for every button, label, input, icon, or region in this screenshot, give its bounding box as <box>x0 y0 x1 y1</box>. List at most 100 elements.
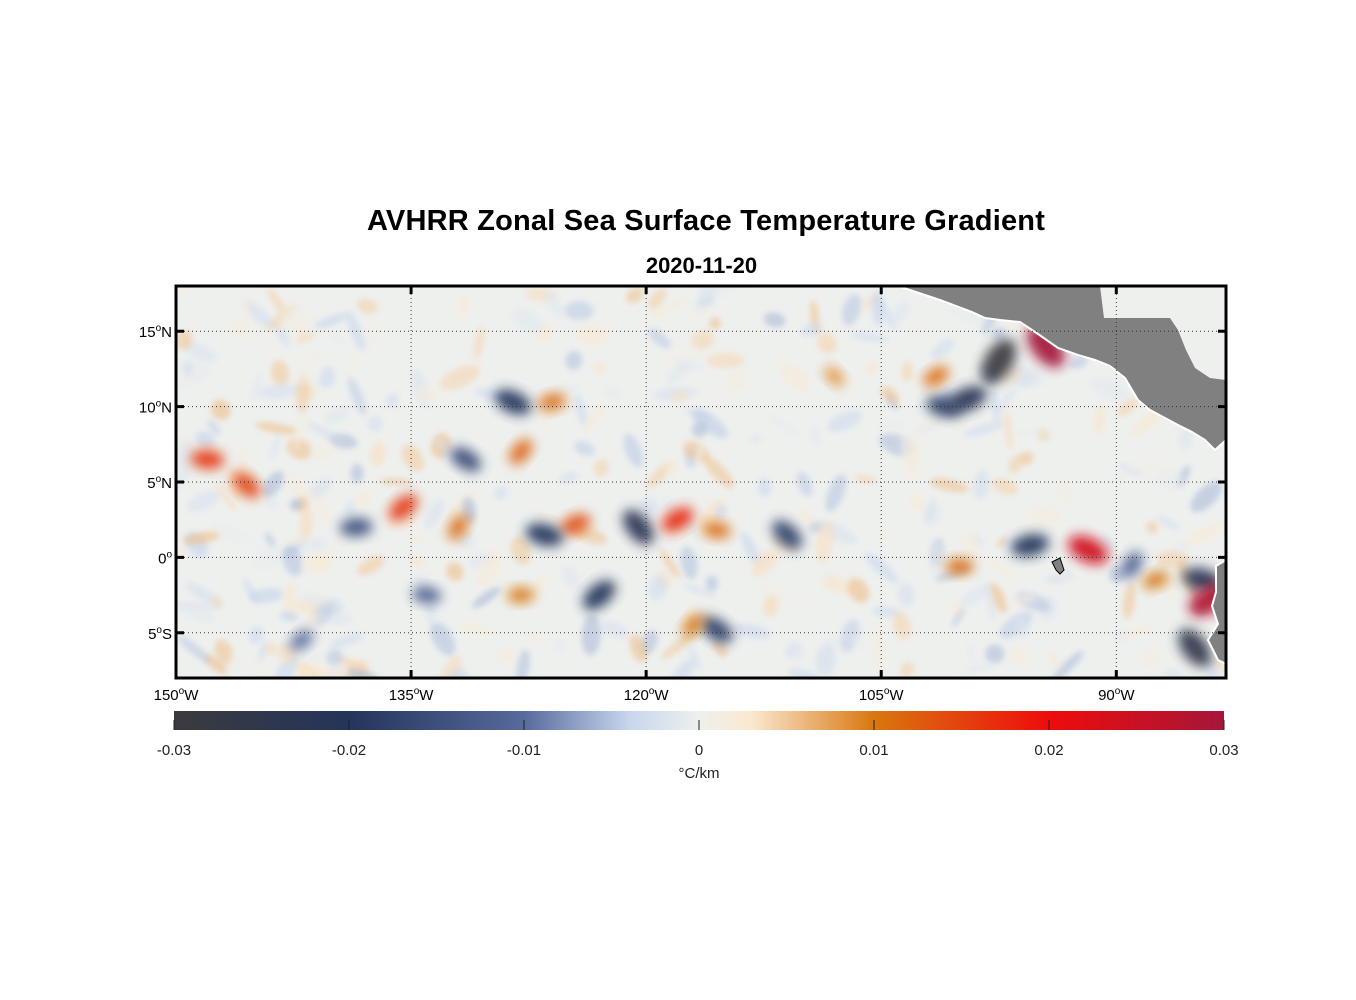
warm-gradient-feature <box>507 587 535 603</box>
gradient-texture-blob <box>1140 648 1159 669</box>
gradient-texture-blob <box>762 595 779 617</box>
gradient-texture-blob <box>525 631 541 643</box>
gradient-texture-blob <box>207 419 221 436</box>
gradient-texture-blob <box>297 302 318 336</box>
x-tick-label: 135oW <box>389 686 435 704</box>
gradient-texture-blob <box>412 573 432 590</box>
gradient-texture-blob <box>408 532 424 546</box>
gradient-texture-blob <box>251 373 262 402</box>
warm-gradient-feature <box>945 558 974 575</box>
x-tick-label: 105oW <box>859 686 905 704</box>
gradient-texture-blob <box>326 329 334 350</box>
gradient-texture-blob <box>270 360 290 385</box>
gradient-texture-blob <box>955 420 967 434</box>
gradient-texture-blob <box>587 567 600 577</box>
y-tick-label: 5oN <box>147 474 172 492</box>
gradient-texture-blob <box>1045 575 1067 584</box>
warm-gradient-feature <box>232 472 261 498</box>
gradient-texture-blob <box>299 507 313 543</box>
gradient-texture-blob <box>574 394 588 427</box>
colorbar-tick-label: 0.03 <box>1209 742 1238 759</box>
warm-gradient-feature <box>1142 571 1169 589</box>
gradient-texture-blob <box>497 647 516 663</box>
gradient-texture-blob <box>1007 593 1037 607</box>
gradient-texture-blob <box>1008 454 1023 474</box>
colorbar-ticks: -0.03 -0.02 -0.01 0 0.01 0.02 0.03 <box>157 720 1239 759</box>
colorbar-tick-label: 0 <box>695 742 703 759</box>
gradient-texture-blob <box>984 580 996 621</box>
gradient-texture-blob <box>1012 429 1052 437</box>
gradient-texture-blob <box>967 641 975 663</box>
gradient-texture-blob <box>314 313 348 329</box>
gradient-texture-blob <box>800 323 823 337</box>
gradient-texture-blob <box>694 440 706 469</box>
gradient-texture-blob <box>285 474 309 498</box>
x-tick-label: 90oW <box>1098 686 1135 704</box>
gradient-texture-blob <box>177 635 212 664</box>
gradient-texture-blob <box>1185 522 1223 546</box>
gradient-texture-blob <box>964 421 1006 437</box>
gradient-texture-blob <box>306 422 342 443</box>
gradient-texture-blob <box>214 481 237 513</box>
gradient-texture-blob <box>841 294 862 326</box>
gradient-texture-blob <box>298 592 330 607</box>
y-tick-label: 5oS <box>148 625 172 643</box>
gradient-texture-blob <box>510 536 532 565</box>
gradient-texture-blob <box>532 510 569 530</box>
gradient-texture-blob <box>301 553 332 571</box>
gradient-texture-blob <box>183 531 220 545</box>
gradient-texture-blob <box>648 288 667 310</box>
gradient-texture-blob <box>712 640 728 658</box>
gradient-texture-blob <box>244 300 276 330</box>
gradient-texture-blob <box>663 460 679 477</box>
gradient-texture-blob <box>275 325 290 346</box>
gradient-texture-blob <box>691 330 715 350</box>
gradient-texture-blob <box>703 390 743 405</box>
gradient-texture-blob <box>355 490 372 508</box>
warm-gradient-feature <box>823 366 845 387</box>
gradient-texture-blob <box>210 521 250 546</box>
gradient-texture-blob <box>445 488 478 519</box>
gradient-texture-blob <box>543 287 563 319</box>
x-tick-label: 120oW <box>624 686 670 704</box>
gradient-texture-blob <box>319 664 348 678</box>
gradient-texture-blob <box>921 320 934 350</box>
gradient-texture-blob <box>687 645 702 671</box>
gradient-texture-blob <box>330 615 344 625</box>
cold-gradient-feature <box>1121 551 1143 579</box>
gradient-texture-blob <box>458 623 493 635</box>
gradient-texture-blob <box>558 472 579 484</box>
gradient-texture-blob <box>320 366 336 388</box>
gradient-texture-blob <box>951 607 965 628</box>
gradient-texture-blob <box>900 662 915 677</box>
gradient-texture-blob <box>892 611 911 640</box>
gradient-texture-blob <box>626 287 644 303</box>
gradient-texture-blob <box>639 497 659 515</box>
gradient-texture-blob <box>714 505 728 519</box>
gradient-texture-blob <box>350 463 364 483</box>
gradient-texture-blob <box>258 640 268 662</box>
cold-gradient-feature <box>926 395 962 418</box>
land-notch <box>1100 286 1226 380</box>
graticule <box>176 286 1226 678</box>
warm-gradient-feature <box>509 439 533 465</box>
gradient-texture-blob <box>210 399 231 421</box>
gradient-texture-blob <box>821 575 853 595</box>
gradient-texture-blob <box>176 438 195 479</box>
gradient-texture-blob <box>733 623 771 639</box>
gradient-texture-blob <box>924 498 937 523</box>
gradient-texture-blob <box>751 547 780 577</box>
gradient-texture-blob <box>669 658 696 678</box>
gradient-texture-blob <box>757 585 790 602</box>
warm-gradient-feature <box>923 366 949 387</box>
gradient-texture-blob <box>657 345 698 368</box>
cold-gradient-feature <box>981 338 1017 384</box>
gradient-texture-blob <box>929 541 946 580</box>
colorbar-tick-label: 0.01 <box>859 742 888 759</box>
gradient-texture-blob <box>984 555 1018 582</box>
colorbar: -0.03 -0.02 -0.01 0 0.01 0.02 0.03 °C/km <box>157 711 1239 782</box>
gradient-texture-blob <box>369 441 386 467</box>
gradient-texture-blob <box>280 610 298 622</box>
gradient-texture-blob <box>1103 534 1115 552</box>
warm-gradient-feature <box>1068 535 1109 565</box>
